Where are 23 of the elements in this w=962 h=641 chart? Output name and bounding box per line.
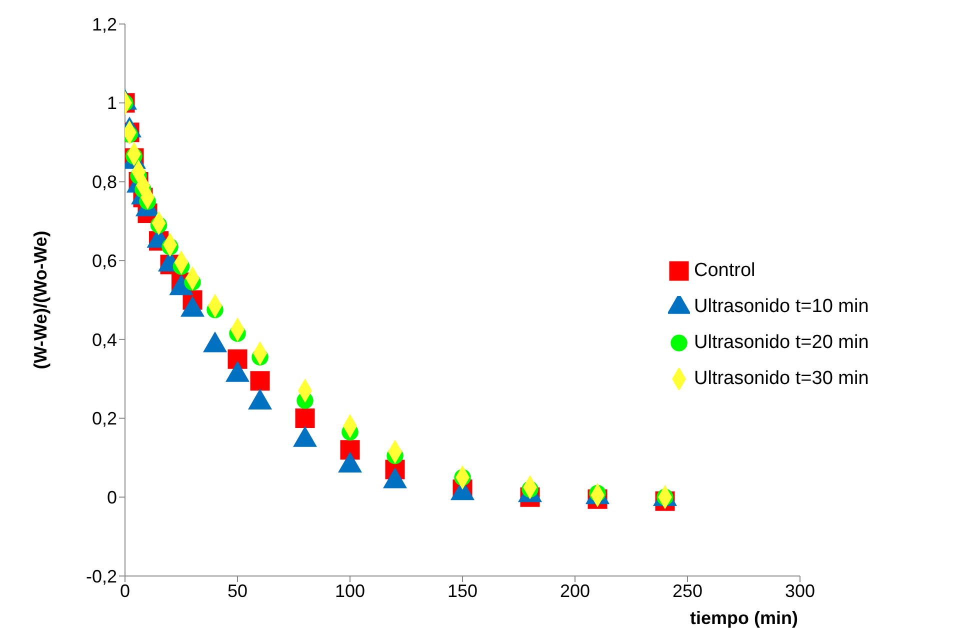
legend-label: Ultrasonido t=20 min xyxy=(694,331,869,355)
y-tick-label: 0,2 xyxy=(92,408,117,429)
y-tick-label: 0 xyxy=(106,488,117,508)
y-tick-label: -0,2 xyxy=(86,566,117,586)
x-tick-label: 200 xyxy=(560,580,590,601)
legend-label: Ultrasonido t=10 min xyxy=(694,295,869,319)
x-tick-label: 300 xyxy=(784,580,816,601)
legend-label: Ultrasonido t=30 min xyxy=(694,367,869,391)
y-tick-label: 0,8 xyxy=(92,172,117,192)
y-tick-label: 1,2 xyxy=(92,14,117,34)
point xyxy=(295,408,315,428)
x-tick-label: 50 xyxy=(227,580,248,601)
y-tick-label: 0,6 xyxy=(92,250,117,271)
x-tick-label: 250 xyxy=(672,580,703,601)
y-tick-label: 0,4 xyxy=(92,330,117,350)
x-tick-label: 100 xyxy=(334,580,366,601)
x-axis-title: tiempo (min) xyxy=(690,608,798,628)
y-axis-title: (W-We)/(Wo-We) xyxy=(30,230,50,370)
y-tick-label: 1 xyxy=(106,93,117,114)
x-tick-label: 150 xyxy=(447,580,478,601)
legend-label: Control xyxy=(694,259,756,283)
point xyxy=(250,371,270,391)
x-tick-label: 0 xyxy=(120,580,130,601)
